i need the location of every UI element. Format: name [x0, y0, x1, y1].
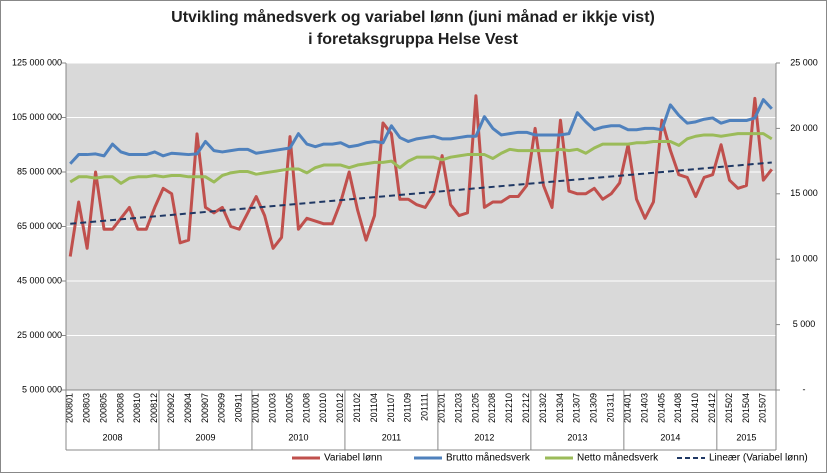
x-tick-label: 201304 — [555, 393, 565, 423]
legend-label: Netto månedsverk — [577, 452, 659, 464]
x-tick-label: 200904 — [183, 393, 193, 423]
x-tick-label: 201012 — [335, 393, 345, 423]
y-tick-label: 125 000 000 — [12, 57, 62, 67]
chart-title: Utvikling månedsverk og variabel lønn (j… — [171, 8, 655, 26]
y-tick-label: 45 000 000 — [17, 275, 62, 285]
x-tick-label: 201403 — [639, 393, 649, 423]
legend-label: Lineær (Variabel lønn) — [709, 453, 808, 464]
x-tick-label: 201107 — [386, 393, 396, 422]
trend-line — [70, 161, 772, 225]
x-tick-label: 200805 — [98, 393, 108, 423]
x-tick-label: 200911 — [234, 393, 244, 422]
x-tick-label: 201008 — [301, 393, 311, 423]
series-line — [69, 98, 773, 165]
x-tick-label: 201003 — [267, 393, 277, 423]
y-tick-label: 25 000 000 — [17, 330, 62, 340]
x-tick-label: 201203 — [453, 393, 463, 423]
y2-tick-label: 15 000 — [790, 188, 818, 198]
year-label: 2013 — [567, 432, 587, 442]
y2-tick-label: 25 000 — [790, 57, 818, 67]
x-tick-label: 200909 — [217, 393, 227, 423]
x-tick-label: 201504 — [741, 393, 751, 423]
chart-title: i foretaksgruppa Helse Vest — [308, 31, 519, 48]
x-tick-label: 201502 — [724, 393, 734, 423]
x-tick-label: 201302 — [538, 393, 548, 423]
x-tick-label: 201210 — [504, 393, 514, 423]
y2-tick-label: 20 000 — [790, 123, 818, 133]
legend-label: Variabel lønn — [324, 453, 382, 464]
x-tick-label: 201307 — [572, 393, 582, 423]
x-tick-label: 201005 — [284, 393, 294, 423]
y-tick-label: 85 000 000 — [17, 166, 62, 176]
x-tick-label: 201401 — [622, 393, 632, 423]
year-label: 2008 — [102, 432, 122, 442]
x-tick-label: 201311 — [606, 393, 616, 422]
series-line — [69, 132, 773, 185]
x-tick-label: 201201 — [437, 393, 447, 423]
year-label: 2015 — [736, 432, 756, 442]
x-tick-label: 201109 — [403, 393, 413, 422]
x-tick-label: 201212 — [521, 393, 531, 423]
x-tick-label: 201104 — [369, 393, 379, 422]
year-label: 2012 — [474, 432, 494, 442]
y2-tick-label: - — [803, 384, 806, 394]
x-tick-label: 201412 — [707, 393, 717, 423]
x-tick-label: 201405 — [656, 393, 666, 423]
x-tick-label: 201205 — [470, 393, 480, 423]
x-tick-label: 201309 — [589, 393, 599, 423]
year-label: 2009 — [195, 432, 215, 442]
year-label: 2011 — [382, 432, 401, 442]
y2-tick-label: 5 000 — [793, 319, 816, 329]
x-tick-label: 200808 — [115, 393, 125, 423]
x-tick-label: 200902 — [166, 393, 176, 423]
y-tick-label: 105 000 000 — [12, 112, 62, 122]
x-tick-label: 201001 — [251, 393, 261, 423]
legend-label: Brutto månedsverk — [446, 452, 531, 464]
year-label: 2014 — [660, 432, 680, 442]
y2-tick-label: 10 000 — [790, 254, 818, 264]
x-tick-label: 201102 — [352, 393, 362, 422]
x-tick-label: 200907 — [200, 393, 210, 423]
x-tick-label: 201507 — [758, 393, 768, 423]
x-tick-label: 201010 — [318, 393, 328, 423]
year-label: 2010 — [288, 432, 308, 442]
x-tick-label: 201111 — [420, 393, 430, 421]
x-tick-label: 201208 — [487, 393, 497, 423]
x-tick-label: 200812 — [149, 393, 159, 423]
y-tick-label: 65 000 000 — [17, 221, 62, 231]
x-tick-label: 201408 — [673, 393, 683, 423]
series-line — [68, 94, 773, 257]
x-tick-label: 200803 — [82, 393, 92, 423]
x-tick-label: 200810 — [132, 393, 142, 423]
x-tick-label: 201410 — [690, 393, 700, 423]
x-tick-label: 200801 — [65, 393, 75, 423]
y-tick-label: 5 000 000 — [22, 384, 62, 394]
